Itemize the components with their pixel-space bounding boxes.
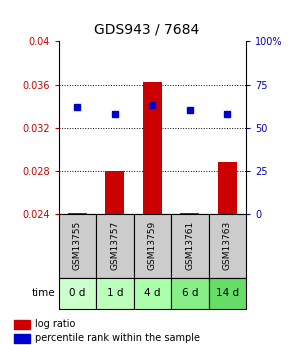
Text: percentile rank within the sample: percentile rank within the sample xyxy=(35,333,200,343)
Text: 4 d: 4 d xyxy=(144,288,161,298)
Bar xyxy=(14,320,30,329)
Bar xyxy=(171,214,209,278)
Text: GSM13761: GSM13761 xyxy=(185,221,194,270)
Text: 1 d: 1 d xyxy=(107,288,123,298)
Bar xyxy=(105,171,124,214)
Bar xyxy=(209,278,246,309)
Bar xyxy=(96,214,134,278)
Bar xyxy=(218,162,237,214)
Bar xyxy=(68,213,87,214)
Bar xyxy=(134,214,171,278)
Text: GSM13763: GSM13763 xyxy=(223,221,232,270)
Bar xyxy=(96,278,134,309)
Text: log ratio: log ratio xyxy=(35,319,76,329)
Text: GSM13759: GSM13759 xyxy=(148,221,157,270)
Text: 6 d: 6 d xyxy=(182,288,198,298)
Text: 14 d: 14 d xyxy=(216,288,239,298)
Bar xyxy=(209,214,246,278)
Bar xyxy=(171,278,209,309)
Bar xyxy=(134,278,171,309)
Bar xyxy=(59,278,96,309)
Text: GSM13755: GSM13755 xyxy=(73,221,82,270)
Text: GDS943 / 7684: GDS943 / 7684 xyxy=(94,22,199,37)
Bar xyxy=(14,334,30,343)
Bar xyxy=(143,82,162,214)
Bar xyxy=(59,214,96,278)
Text: 0 d: 0 d xyxy=(69,288,86,298)
Text: GSM13757: GSM13757 xyxy=(110,221,119,270)
Text: time: time xyxy=(31,288,55,298)
Bar xyxy=(180,213,199,214)
